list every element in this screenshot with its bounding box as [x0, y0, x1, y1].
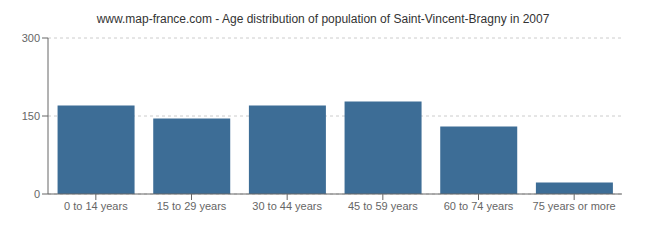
svg-text:60 to 74 years: 60 to 74 years: [444, 200, 514, 212]
html-text:www.map-france.com - Age distr: www.map-france.com - Age distribution of…: [96, 12, 550, 26]
svg-text:0: 0: [34, 188, 40, 200]
svg-text:0 to 14 years: 0 to 14 years: [64, 200, 128, 212]
svg-text:30 to 44 years: 30 to 44 years: [252, 200, 322, 212]
svg-text:150: 150: [22, 110, 40, 122]
svg-text:75 years or more: 75 years or more: [533, 200, 616, 212]
svg-text:15 to 29 years: 15 to 29 years: [157, 200, 227, 212]
svg-text:45 to 59 years: 45 to 59 years: [348, 200, 418, 212]
svg-text:300: 300: [22, 32, 40, 44]
